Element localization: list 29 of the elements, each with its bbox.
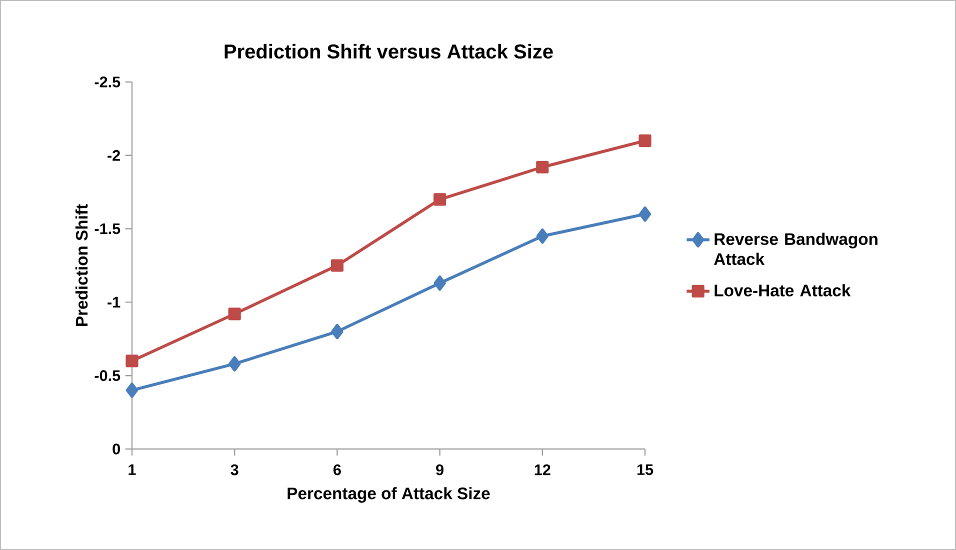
- x-tick-label: 1: [128, 464, 136, 475]
- point: [433, 193, 446, 206]
- x-tick-label: 15: [637, 464, 654, 476]
- legend-label: Love-Hate Attack: [714, 284, 851, 296]
- point: [331, 324, 344, 340]
- y-tick-label: -2: [108, 150, 120, 161]
- point: [228, 356, 241, 372]
- point: [126, 382, 138, 398]
- point: [638, 134, 652, 148]
- y-axis-title: Prediction Shift: [75, 204, 88, 326]
- x-axis-title: Percentage of Attack Size: [288, 487, 490, 503]
- point: [536, 160, 549, 174]
- y-tick-label: -1: [108, 296, 120, 308]
- y-tick-label: -0.5: [94, 370, 120, 382]
- y-tick-label: -2.5: [94, 76, 120, 88]
- point: [536, 228, 549, 244]
- point: [638, 206, 652, 222]
- chart-title: Prediction Shift versus Attack Size: [224, 44, 553, 59]
- point: [434, 275, 446, 291]
- x-tick-label: 3: [230, 464, 238, 476]
- point: [126, 354, 138, 368]
- legend-label: Reverse Bandwagon Attack: [714, 232, 878, 266]
- point: [228, 308, 241, 320]
- x-tick-label: 6: [333, 464, 341, 476]
- x-tick-label: 9: [436, 464, 444, 476]
- point: [330, 259, 344, 272]
- x-tick-label: 12: [534, 464, 550, 476]
- y-tick-label: 0: [112, 444, 120, 454]
- y-tick-label: -1.5: [94, 223, 120, 234]
